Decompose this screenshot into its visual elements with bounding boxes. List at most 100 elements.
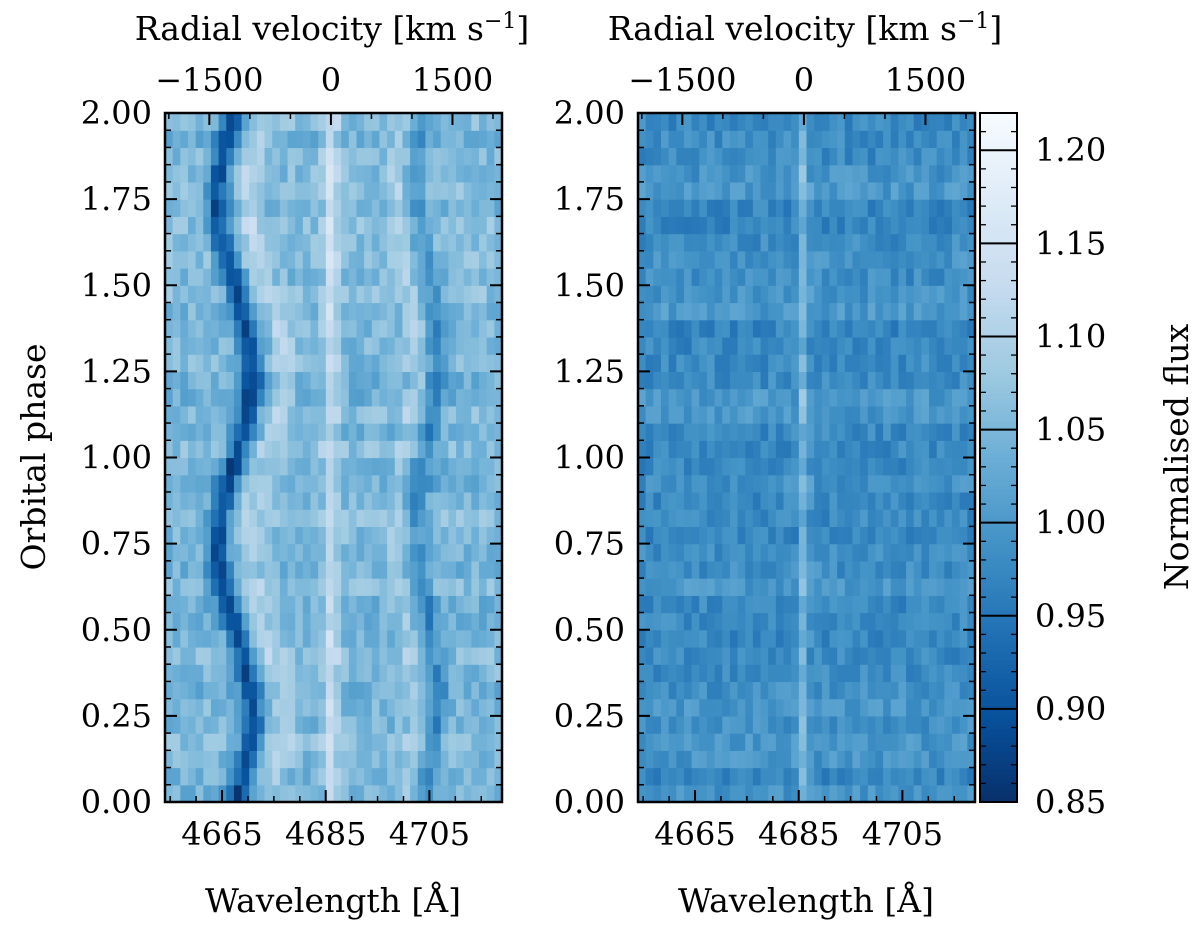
heatmap-cell xyxy=(814,216,823,235)
heatmap-cell xyxy=(760,216,769,235)
heatmap-cell xyxy=(302,491,312,510)
heatmap-cell xyxy=(660,423,670,441)
heatmap-cell xyxy=(745,767,754,786)
heatmap-cell xyxy=(433,113,442,131)
heatmap-cell xyxy=(456,285,465,304)
heatmap-cell xyxy=(463,491,472,510)
heatmap-cell xyxy=(898,302,907,321)
colorbar-segment xyxy=(980,632,1017,638)
heatmap-cell xyxy=(310,750,319,769)
heatmap-cell xyxy=(371,733,381,751)
heatmap-cell xyxy=(417,543,427,562)
heatmap-cell xyxy=(660,388,670,407)
heatmap-cell xyxy=(233,629,243,648)
heatmap-cell xyxy=(272,423,281,441)
heatmap-cell xyxy=(952,302,961,321)
heatmap-cell xyxy=(356,509,365,527)
heatmap-cell xyxy=(898,388,907,407)
heatmap-cell xyxy=(729,147,739,166)
heatmap-cell xyxy=(906,526,915,545)
heatmap-cell xyxy=(394,302,404,321)
heatmap-cell xyxy=(699,543,708,562)
heatmap-cell xyxy=(798,250,808,269)
heatmap-cell xyxy=(814,250,823,269)
heatmap-cell xyxy=(898,319,907,338)
heatmap-cell xyxy=(936,543,945,562)
heatmap-cell xyxy=(737,457,746,476)
heatmap-cell xyxy=(180,715,189,734)
heatmap-cell xyxy=(433,509,442,527)
heatmap-cell xyxy=(325,130,335,149)
heatmap-cell xyxy=(448,595,457,614)
heatmap-cell xyxy=(898,216,907,235)
heatmap-cell xyxy=(729,629,739,648)
heatmap-cell xyxy=(233,285,243,304)
heatmap-cell xyxy=(929,457,938,476)
heatmap-cell xyxy=(187,733,197,751)
heatmap-cell xyxy=(425,199,434,217)
heatmap-cell xyxy=(463,646,472,665)
heatmap-cell xyxy=(341,423,350,441)
heatmap-cell xyxy=(653,612,662,631)
heatmap-cell xyxy=(486,543,495,562)
heatmap-cell xyxy=(180,336,189,355)
heatmap-cell xyxy=(333,354,342,372)
heatmap-cell xyxy=(264,440,273,459)
heatmap-cell xyxy=(837,164,846,183)
heatmap-cell xyxy=(645,681,654,700)
heatmap-cell xyxy=(645,595,654,614)
heatmap-cell xyxy=(714,474,723,493)
heatmap-cell xyxy=(203,543,212,562)
heatmap-cell xyxy=(668,130,677,149)
heatmap-cell xyxy=(814,423,823,441)
heatmap-cell xyxy=(180,130,189,149)
heatmap-cell xyxy=(722,440,731,459)
heatmap-cell xyxy=(699,164,708,183)
heatmap-cell xyxy=(760,646,769,665)
heatmap-cell xyxy=(844,612,854,631)
heatmap-cell xyxy=(936,509,945,527)
heatmap-cell xyxy=(494,509,503,527)
heatmap-cell xyxy=(402,268,411,286)
heatmap-cell xyxy=(829,388,838,407)
heatmap-cell xyxy=(226,526,235,545)
heatmap-cell xyxy=(410,164,419,183)
heatmap-cell xyxy=(394,199,404,217)
heatmap-cell xyxy=(402,113,411,131)
heatmap-cell xyxy=(402,233,411,252)
heatmap-cell xyxy=(410,474,419,493)
heatmap-cell xyxy=(844,113,854,131)
heatmap-cell xyxy=(256,474,266,493)
heatmap-cell xyxy=(706,474,716,493)
heatmap-cell xyxy=(417,612,427,631)
colorbar-segment xyxy=(980,250,1017,256)
heatmap-cell xyxy=(233,715,243,734)
heatmap-cell xyxy=(433,319,442,338)
heatmap-cell xyxy=(417,629,427,648)
heatmap-cell xyxy=(944,715,953,734)
heatmap-cell xyxy=(165,336,174,355)
heatmap-cell xyxy=(387,612,396,631)
heatmap-cell xyxy=(356,147,365,166)
colorbar-segment xyxy=(980,746,1017,752)
heatmap-cell xyxy=(959,681,968,700)
heatmap-cell xyxy=(691,474,700,493)
heatmap-cell xyxy=(814,268,823,286)
heatmap-cell xyxy=(852,664,861,683)
heatmap-cell xyxy=(226,578,235,596)
heatmap-cell xyxy=(249,336,258,355)
heatmap-cell xyxy=(341,491,350,510)
heatmap-cell xyxy=(959,423,968,441)
heatmap-cell xyxy=(959,733,968,751)
heatmap-cell xyxy=(722,543,731,562)
heatmap-cell xyxy=(410,285,419,304)
heatmap-cell xyxy=(714,526,723,545)
heatmap-cell xyxy=(837,474,846,493)
heatmap-cell xyxy=(264,216,273,235)
heatmap-cell xyxy=(456,509,465,527)
heatmap-cell xyxy=(356,285,365,304)
heatmap-cell xyxy=(318,250,327,269)
heatmap-cell xyxy=(814,646,823,665)
heatmap-cell xyxy=(752,216,762,235)
heatmap-cell xyxy=(180,440,189,459)
